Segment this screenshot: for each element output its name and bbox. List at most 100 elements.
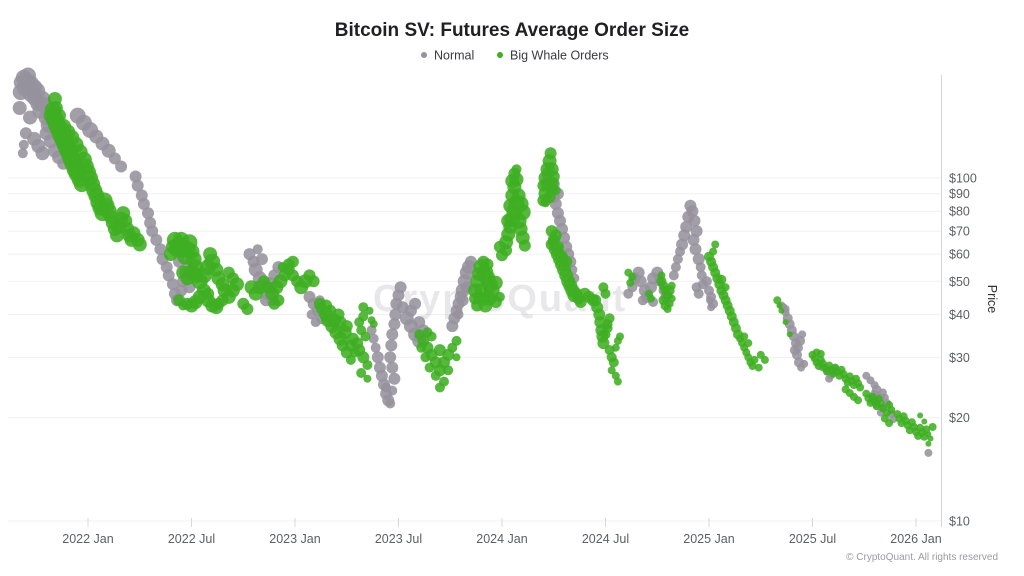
scatter-point: [203, 247, 218, 262]
scatter-point: [394, 281, 407, 294]
scatter-point: [800, 359, 809, 368]
legend-label-normal: Normal: [434, 49, 474, 63]
scatter-point: [386, 328, 399, 341]
scatter-point: [657, 271, 666, 280]
scatter-point: [925, 440, 932, 447]
scatter-point: [356, 368, 367, 378]
scatter-point: [706, 296, 714, 305]
scatter-point: [137, 198, 150, 210]
x-tick-label: 2023 Jan: [269, 532, 320, 546]
scatter-point: [18, 139, 29, 150]
scatter-point: [481, 258, 494, 271]
scatter-point: [547, 236, 560, 249]
scatter-point: [511, 164, 522, 175]
scatter-point: [616, 332, 624, 341]
scatter-point: [773, 296, 782, 305]
scatter-point: [518, 239, 531, 252]
scatter-point: [744, 339, 753, 348]
scatter-point: [688, 214, 701, 227]
scatter-point: [670, 262, 681, 273]
scatter-point: [363, 374, 372, 383]
scatter-point: [668, 270, 679, 281]
scatter-point: [689, 243, 702, 256]
scatter-point: [750, 355, 759, 364]
scatter-point: [389, 308, 402, 321]
scatter-point: [711, 240, 720, 249]
scatter-point: [760, 355, 769, 364]
scatter-point: [277, 262, 288, 273]
y-tick-label: $10: [949, 515, 970, 529]
scatter-point: [434, 382, 445, 393]
y-tick-label: $40: [949, 308, 970, 322]
scatter-point: [142, 207, 154, 220]
series-normal: [12, 67, 933, 457]
scatter-point: [494, 291, 505, 302]
y-tick-label: $70: [949, 225, 970, 239]
series-big-whale-orders: [43, 92, 937, 447]
scatter-point: [216, 294, 229, 307]
scatter-point: [691, 282, 702, 293]
scatter-point: [306, 309, 317, 320]
scatter-plot: [12, 67, 937, 457]
x-tick-label: 2026 Jan: [890, 532, 941, 546]
scatter-point: [320, 299, 333, 312]
scatter-point: [786, 331, 793, 338]
scatter-point: [12, 101, 27, 115]
scatter-point: [687, 233, 700, 246]
scatter-point: [695, 262, 706, 273]
scatter-point: [132, 237, 147, 252]
scatter-point: [686, 205, 699, 218]
y-tick-label: $20: [949, 411, 970, 425]
scatter-point: [488, 275, 503, 290]
y-tick-label: $50: [949, 275, 970, 289]
scatter-point: [672, 254, 683, 265]
scatter-point: [503, 198, 518, 213]
scatter-point: [469, 292, 482, 305]
scatter-point: [701, 276, 712, 287]
scatter-point: [385, 339, 398, 352]
scatter-point: [608, 357, 619, 368]
x-tick-label: 2024 Jan: [476, 532, 527, 546]
x-tick-label: 2024 Jul: [582, 532, 629, 546]
scatter-point: [409, 297, 422, 310]
scatter-point: [921, 418, 928, 425]
scatter-point: [307, 275, 320, 288]
scatter-point: [340, 320, 353, 333]
scatter-point: [358, 311, 369, 322]
legend: Normal Big Whale Orders: [421, 49, 609, 63]
scatter-point: [385, 398, 396, 409]
scatter-point: [365, 306, 374, 315]
scatter-point: [928, 423, 937, 431]
legend-item-big-whale-orders[interactable]: Big Whale Orders: [497, 49, 609, 63]
scatter-point: [48, 101, 63, 115]
x-tick-label: 2025 Jan: [683, 532, 734, 546]
scatter-point: [368, 333, 379, 344]
scatter-point: [598, 282, 609, 293]
scatter-point: [782, 319, 789, 326]
y-tick-label: $90: [949, 187, 970, 201]
legend-item-normal[interactable]: Normal: [421, 49, 474, 63]
copyright-footer: © CryptoQuant. All rights reserved: [846, 552, 998, 563]
scatter-point: [667, 281, 676, 290]
scatter-point: [634, 275, 647, 288]
y-tick-label: $30: [949, 351, 970, 365]
scatter-point: [23, 110, 37, 125]
scatter-point: [131, 179, 144, 192]
scatter-point: [241, 303, 254, 315]
scatter-point: [501, 213, 516, 228]
scatter-point: [637, 295, 648, 306]
scatter-point: [505, 174, 520, 188]
scatter-point: [778, 307, 785, 314]
scatter-point: [443, 365, 454, 376]
legend-label-big-whale-orders: Big Whale Orders: [510, 49, 609, 63]
scatter-point: [252, 244, 263, 255]
scatter-point: [384, 351, 397, 364]
scatter-point: [550, 185, 561, 196]
scatter-point: [795, 335, 806, 346]
scatter-point: [345, 354, 356, 365]
scatter-point: [540, 197, 551, 208]
scatter-point: [556, 250, 568, 263]
scatter-point: [716, 274, 727, 285]
scatter-point: [386, 361, 399, 374]
scatter-point: [310, 317, 321, 328]
